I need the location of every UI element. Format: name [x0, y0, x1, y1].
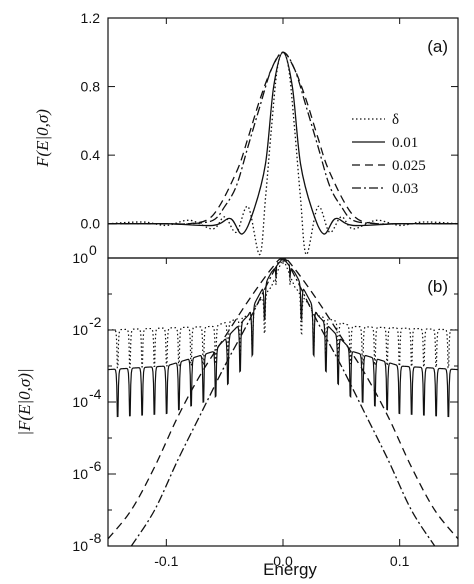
y-tick-label-a: 0.4 [81, 147, 101, 163]
series-b-solid [108, 258, 458, 418]
y-tick-label-b: 10 [72, 394, 88, 410]
legend-label: δ [392, 112, 399, 128]
panel-label-b: (b) [427, 277, 448, 296]
y-tick-label-b: 10 [72, 466, 88, 482]
y-axis-title-a: F(E|0,σ) [33, 109, 52, 168]
y-tick-label-b: 10 [72, 538, 88, 554]
x-tick-label-b: -0.1 [154, 553, 178, 569]
panel-b-frame [107, 257, 459, 547]
x-axis-title: Energy [263, 560, 317, 579]
legend-label: 0.01 [392, 135, 418, 151]
series-b-dotted [108, 258, 458, 369]
legend-label: 0.03 [392, 181, 418, 197]
y-tick-label-a: 0.0 [81, 216, 101, 232]
series-b-dashdot [130, 258, 436, 546]
y-tick-label-a: 0.8 [81, 79, 101, 95]
y-tick-exponent-b: -4 [89, 386, 102, 402]
panel-b: 10-810-610-410-210 0-0.1 0.0 0.1|F(E|0,σ)|(… [15, 242, 459, 569]
panel-label-a: (a) [427, 37, 448, 56]
series-b-dashed [108, 258, 458, 540]
y-tick-label-a: 1.2 [81, 10, 101, 26]
y-tick-label-b: 10 [72, 250, 88, 266]
y-tick-label-b: 10 [72, 322, 88, 338]
y-tick-exponent-b: 0 [89, 242, 97, 258]
x-tick-label-b: 0.0 [273, 553, 293, 569]
panel-a: 0.0 0.4 0.8 1.2 F(E|0,σ) (a) δ 0.01 0.025 0.03 [33, 10, 459, 259]
legend-label: 0.025 [392, 158, 426, 174]
y-axis-title-b: |F(E|0,σ)| [15, 368, 34, 435]
y-tick-exponent-b: -8 [89, 530, 102, 546]
y-tick-exponent-b: -6 [89, 458, 102, 474]
x-tick-label-b: 0.1 [390, 553, 410, 569]
y-tick-exponent-b: -2 [89, 314, 102, 330]
series-a-dashdot [108, 51, 458, 225]
